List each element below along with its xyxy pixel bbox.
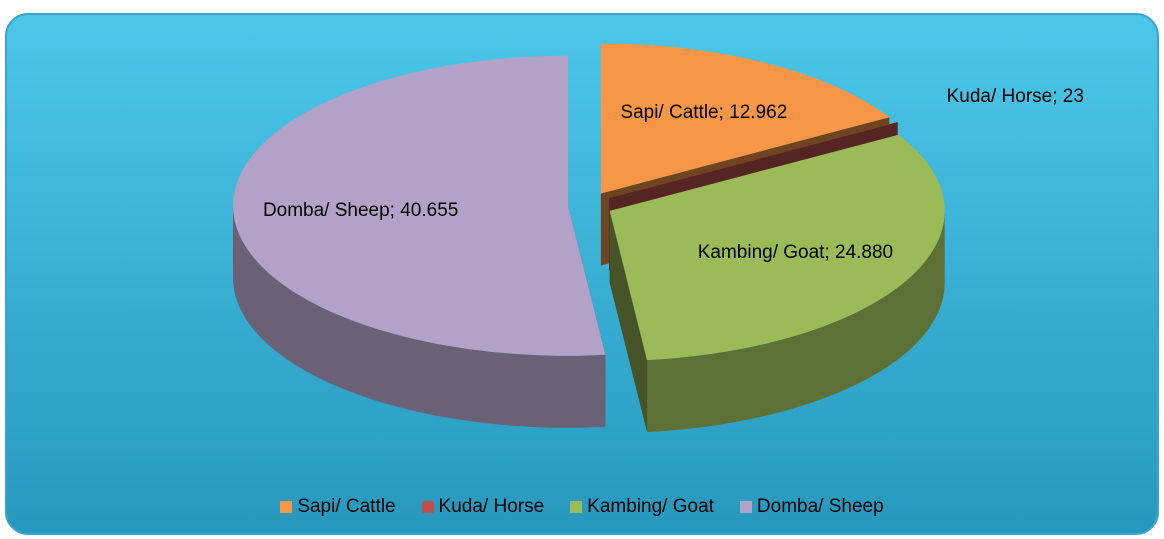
data-label: Kuda/ Horse; 23 <box>946 86 1084 108</box>
slice <box>233 55 606 356</box>
data-label: Domba/ Sheep; 40.655 <box>262 200 459 222</box>
slice <box>609 134 945 360</box>
legend-label: Sapi/ Cattle <box>297 496 396 517</box>
legend-swatch <box>421 501 434 513</box>
legend-label: Kambing/ Goat <box>587 496 714 517</box>
legend-label: Kuda/ Horse <box>438 496 545 517</box>
slice <box>600 43 890 194</box>
data-label: Kambing/ Goat; 24.880 <box>697 241 894 263</box>
legend-label: Domba/ Sheep <box>756 496 884 517</box>
data-label: Sapi/ Cattle; 12.962 <box>620 101 788 123</box>
legend-item: Domba/ Sheep <box>739 496 884 518</box>
legend-item: Sapi/ Cattle <box>280 496 396 518</box>
slice-side <box>609 210 647 432</box>
legend: Sapi/ Cattle Kuda/ Horse Kambing/ Goat Domb… <box>0 496 1164 518</box>
legend-swatch <box>570 501 583 513</box>
slice <box>609 122 898 199</box>
legend-item: Kuda/ Horse <box>421 496 545 518</box>
slice-rim <box>233 205 606 428</box>
legend-swatch <box>739 501 752 513</box>
slice-rim <box>647 210 945 432</box>
legend-item: Kambing/ Goat <box>570 496 714 518</box>
legend-swatch <box>280 501 293 513</box>
